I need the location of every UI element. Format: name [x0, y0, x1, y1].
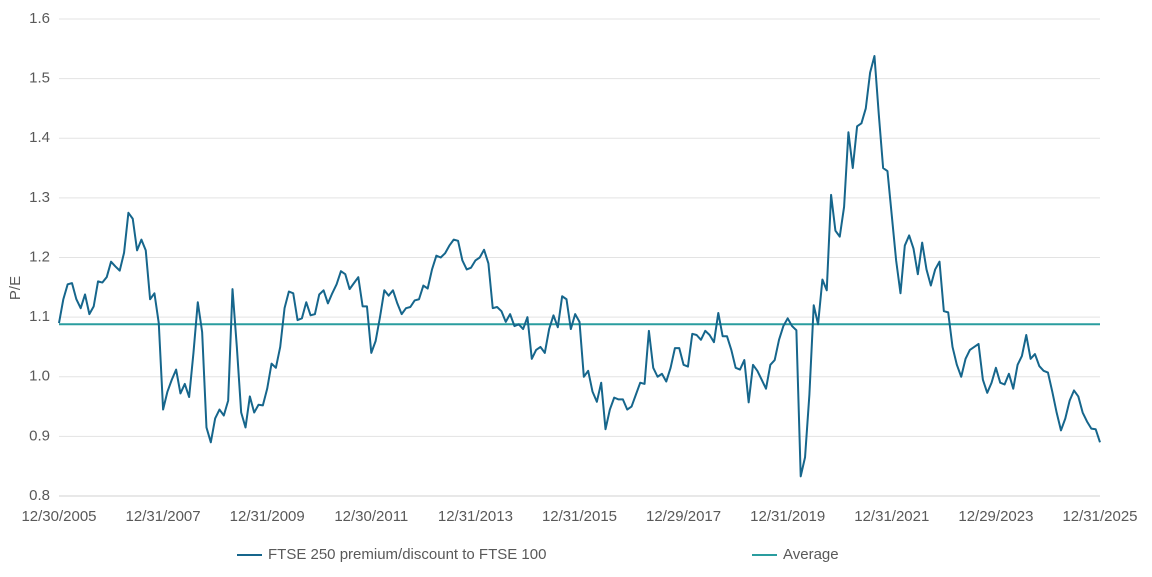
legend-label: Average — [783, 546, 839, 563]
x-tick-label: 12/30/2011 — [334, 508, 408, 525]
x-tick-label: 12/31/2009 — [230, 508, 305, 525]
x-tick-label: 12/31/2019 — [750, 508, 825, 525]
y-tick-label: 1.3 — [29, 189, 50, 206]
y-axis-label: P/E — [7, 276, 24, 300]
x-tick-label: 12/31/2025 — [1062, 508, 1137, 525]
y-tick-label: 1.2 — [29, 248, 50, 265]
y-tick-label: 1.4 — [29, 129, 50, 146]
y-tick-label: 0.8 — [29, 487, 50, 504]
x-tick-label: 12/29/2023 — [958, 508, 1033, 525]
x-tick-label: 12/31/2021 — [854, 508, 929, 525]
data-line — [58, 54, 1101, 478]
x-tick-label: 12/31/2013 — [438, 508, 513, 525]
x-tick-label: 12/31/2015 — [542, 508, 617, 525]
legend-label: FTSE 250 premium/discount to FTSE 100 — [268, 546, 546, 563]
x-tick-label: 12/30/2005 — [21, 508, 96, 525]
y-tick-label: 1.6 — [29, 10, 50, 27]
y-tick-label: 1.0 — [29, 368, 50, 385]
x-tick-label: 12/29/2017 — [646, 508, 721, 525]
y-tick-label: 1.1 — [29, 308, 50, 325]
y-tick-label: 1.5 — [29, 70, 50, 87]
x-tick-label: 12/31/2007 — [126, 508, 201, 525]
y-tick-label: 0.9 — [29, 427, 50, 444]
